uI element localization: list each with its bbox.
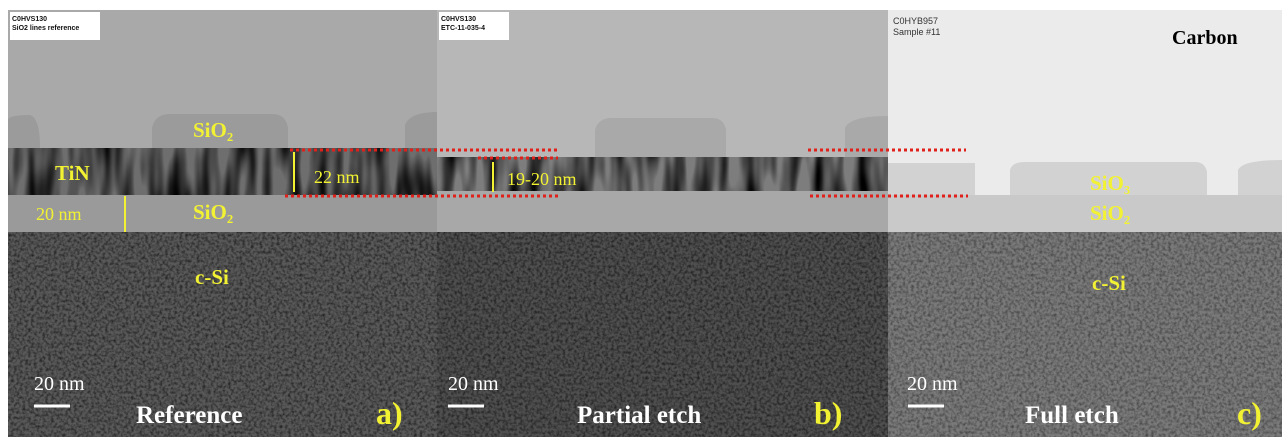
layer-label: SiO₂ [193,118,233,142]
header-text: C0HYB957 [893,16,938,26]
layer-label: SiO₂ [193,200,233,224]
header-text: C0HVS130 [12,16,47,23]
layer-label: SiO₂ [1090,201,1130,225]
scale-label: 20 nm [34,373,85,395]
layer-label: TiN [55,161,90,185]
layer-label: c-Si [1092,271,1126,295]
layer-label: c-Si [195,265,229,289]
header-text: SiO2 lines reference [12,25,79,32]
region-label: Carbon [1172,27,1238,49]
thickness-label: 22 nm [314,167,360,187]
tin-texture [437,157,888,191]
header-text: C0HVS130 [441,16,476,23]
scale-label: 20 nm [907,373,958,395]
oxide-layer [437,191,888,232]
panel-letter: b) [814,395,842,431]
scale-label: 20 nm [448,373,499,395]
caption: Reference [136,402,242,429]
thickness-label: 20 nm [36,204,82,224]
layer-label: SiO₃ [1090,171,1130,195]
panel-b [437,10,888,437]
caption: Partial etch [577,402,701,429]
oxide-layer [888,195,1282,232]
header-text: Sample #11 [893,27,940,37]
panel-letter: c) [1237,395,1262,431]
figure: C0HVS130 SiO2 lines reference SiO₂ TiN 2… [0,0,1282,437]
header-text: ETC-11-035-4 [441,25,485,32]
thickness-label: 19-20 nm [507,169,577,189]
panel-letter: a) [376,395,403,431]
caption: Full etch [1025,402,1119,429]
